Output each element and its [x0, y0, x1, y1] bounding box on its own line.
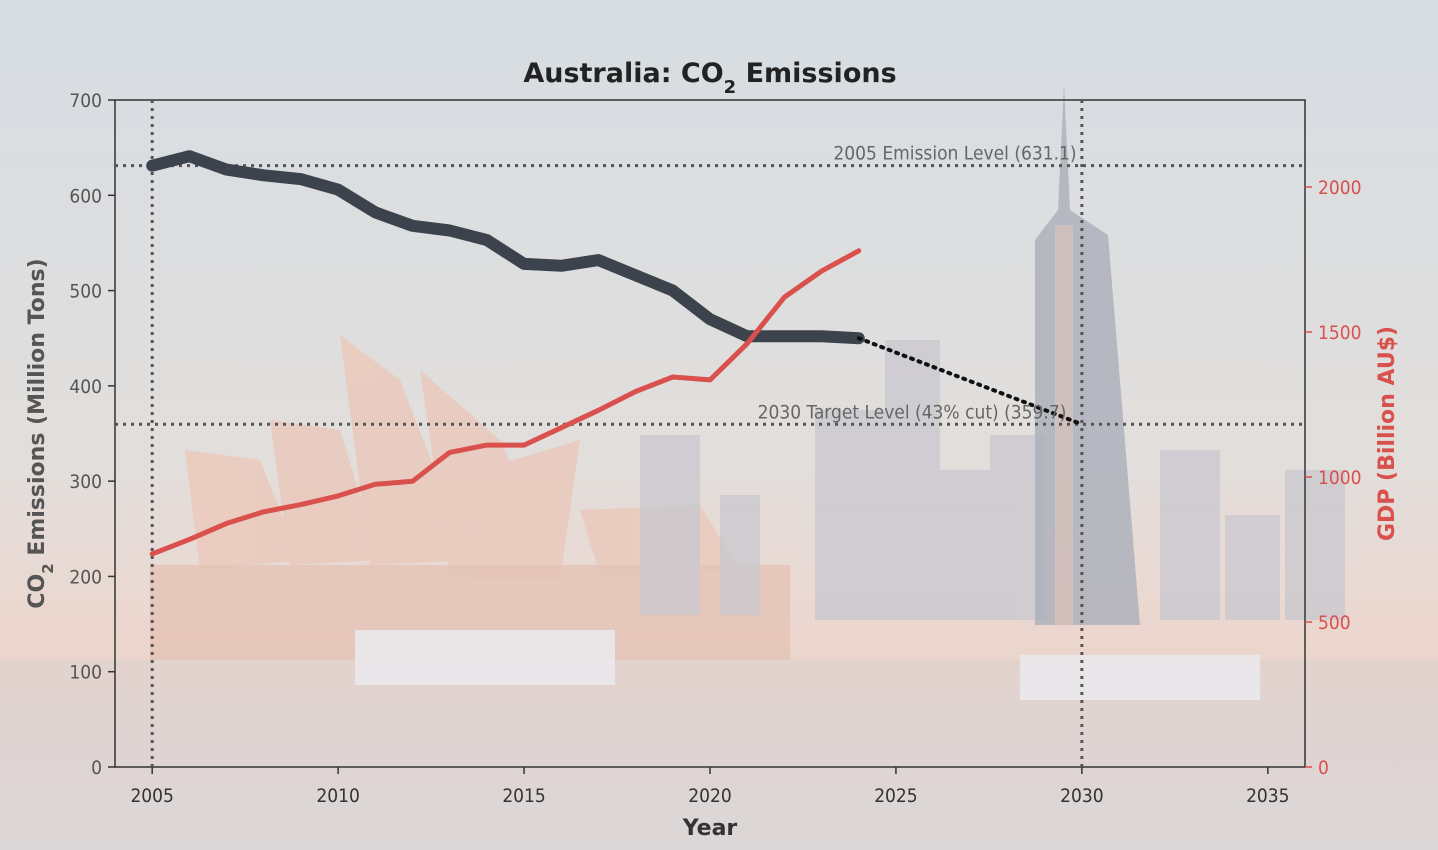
chart-title-main: Australia: CO [523, 58, 723, 89]
y-left-tick-label: 200 [69, 566, 102, 588]
x-tick-label: 2020 [688, 785, 732, 807]
y-right-tick-label: 0 [1318, 757, 1329, 779]
gdp-series-line [149, 248, 862, 557]
y-left-tick-label: 100 [69, 662, 102, 684]
x-tick-label: 2005 [130, 785, 174, 807]
y-left-tick-label: 700 [69, 90, 102, 112]
y-left-tick-label: 500 [69, 281, 102, 303]
x-tick-label: 2035 [1246, 785, 1290, 807]
y-left-axis-label: CO2 Emissions (Million Tons) [25, 258, 57, 608]
x-axis-label: Year [682, 816, 738, 841]
reference-line-label: 2030 Target Level (43% cut) (359.7) [758, 401, 1067, 423]
chart-title-tail: Emissions [736, 58, 896, 89]
y-left-tick-label: 0 [91, 757, 102, 779]
y-right-tick-label: 2000 [1318, 177, 1362, 199]
plot-area-frame [114, 99, 1306, 768]
y-right-axis-label: GDP (Billion AU$) [1375, 326, 1400, 541]
y-left-axis-label-main: CO [25, 574, 50, 609]
projection-line [856, 336, 1084, 427]
emissions-series-line [146, 150, 865, 345]
y-left-tick-label: 300 [69, 471, 102, 493]
x-tick-label: 2010 [316, 785, 360, 807]
y-right-tick-label: 500 [1318, 612, 1351, 634]
y-left-tick-label: 400 [69, 376, 102, 398]
x-tick-label: 2015 [502, 785, 546, 807]
x-tick-label: 2030 [1060, 785, 1104, 807]
chart-title: Australia: CO2 Emissions [523, 58, 896, 98]
y-right-tick-label: 1500 [1318, 322, 1362, 344]
y-right-tick-label: 1000 [1318, 467, 1362, 489]
reference-line-label: 2005 Emission Level (631.1) [833, 143, 1076, 165]
y-left-axis-label-subscript: 2 [39, 563, 57, 573]
chart-title-subscript: 2 [724, 77, 737, 98]
y-left-axis-label-tail: Emissions (Million Tons) [25, 258, 50, 563]
x-tick-label: 2025 [874, 785, 918, 807]
y-left-tick-label: 600 [69, 185, 102, 207]
